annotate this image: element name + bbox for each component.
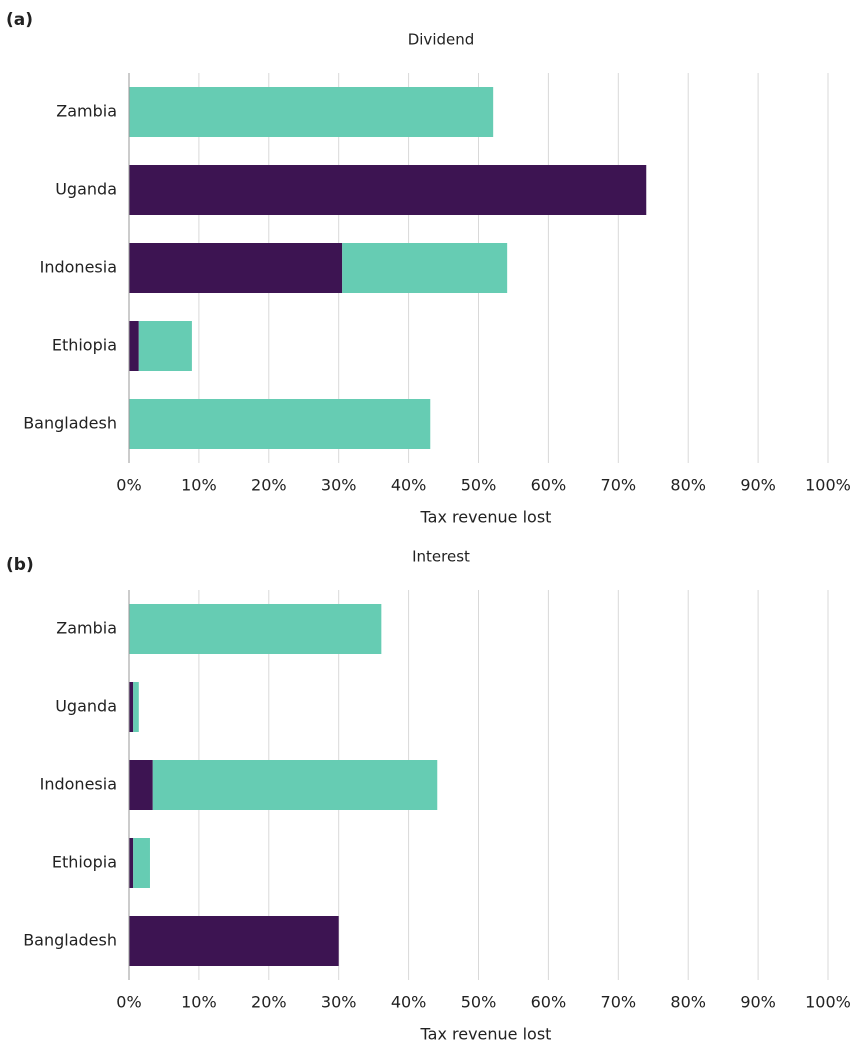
- panel-label: (a): [6, 10, 33, 30]
- x-tick-label: 60%: [531, 476, 567, 495]
- x-axis-label: Tax revenue lost: [420, 1025, 552, 1041]
- x-tick-label: 30%: [321, 476, 357, 495]
- x-tick-label: 30%: [321, 993, 357, 1012]
- x-tick-label: 40%: [391, 476, 427, 495]
- bar-segment: [342, 243, 508, 293]
- bar-segment: [129, 682, 134, 732]
- y-tick-label: Indonesia: [40, 775, 117, 794]
- x-tick-label: 40%: [391, 993, 427, 1012]
- bar-segment: [133, 682, 139, 732]
- x-tick-label: 60%: [531, 993, 567, 1012]
- x-tick-label: 100%: [805, 993, 851, 1012]
- y-tick-label: Indonesia: [40, 258, 117, 277]
- bar-segment: [138, 321, 192, 371]
- y-tick-label: Zambia: [56, 619, 117, 638]
- y-tick-label: Ethiopia: [52, 853, 117, 872]
- x-axis-label: Tax revenue lost: [420, 508, 552, 527]
- x-tick-label: 10%: [181, 476, 217, 495]
- x-tick-label: 80%: [670, 993, 706, 1012]
- x-tick-label: 90%: [740, 476, 776, 495]
- chart-panel: (b) Interest Tax revenue lost 0% 10% 20% 30% 40…: [6, 548, 851, 1041]
- bar-segment: [129, 87, 494, 137]
- bar-segment: [129, 760, 153, 810]
- chart-panel: (a) Dividend Tax revenue lost 0% 10% 20% 30% 40…: [6, 10, 851, 527]
- y-tick-label: Uganda: [55, 697, 117, 716]
- x-tick-label: 50%: [461, 993, 497, 1012]
- y-tick-label: Uganda: [55, 180, 117, 199]
- x-tick-label: 10%: [181, 993, 217, 1012]
- x-tick-label: 70%: [601, 476, 637, 495]
- y-tick-label: Zambia: [56, 102, 117, 121]
- x-tick-label: 20%: [251, 476, 287, 495]
- panel-label: (b): [6, 555, 34, 575]
- x-tick-label: 50%: [461, 476, 497, 495]
- x-tick-label: 0%: [116, 993, 141, 1012]
- y-tick-label: Ethiopia: [52, 336, 117, 355]
- chart-title: Interest: [412, 548, 470, 566]
- x-tick-label: 0%: [116, 476, 141, 495]
- x-tick-label: 70%: [601, 993, 637, 1012]
- x-tick-label: 90%: [740, 993, 776, 1012]
- bar-segment: [129, 243, 343, 293]
- bar-segment: [129, 399, 431, 449]
- bar-segment: [129, 165, 647, 215]
- bar-segment: [152, 760, 438, 810]
- bar-segment: [129, 604, 382, 654]
- chart-title: Dividend: [408, 31, 475, 49]
- bar-segment: [133, 838, 150, 888]
- y-tick-label: Bangladesh: [23, 931, 117, 950]
- y-tick-label: Bangladesh: [23, 414, 117, 433]
- x-tick-label: 20%: [251, 993, 287, 1012]
- bar-segment: [129, 916, 339, 966]
- x-tick-label: 80%: [670, 476, 706, 495]
- bar-segment: [129, 321, 139, 371]
- x-tick-label: 100%: [805, 476, 851, 495]
- bar-segment: [129, 838, 134, 888]
